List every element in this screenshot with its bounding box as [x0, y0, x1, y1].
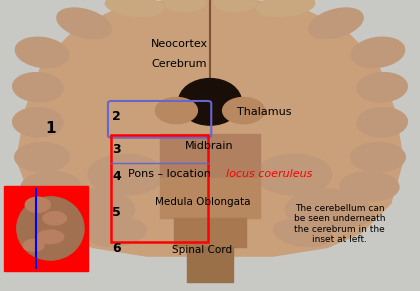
Ellipse shape: [37, 230, 64, 244]
Ellipse shape: [351, 143, 405, 172]
Ellipse shape: [164, 0, 206, 12]
Ellipse shape: [89, 219, 147, 246]
Text: Pons – location: Pons – location: [128, 169, 215, 179]
Ellipse shape: [357, 73, 407, 102]
Ellipse shape: [315, 199, 373, 226]
Text: locus coeruleus: locus coeruleus: [226, 169, 312, 179]
Ellipse shape: [256, 154, 332, 195]
Text: Midbrain: Midbrain: [185, 141, 234, 151]
Ellipse shape: [57, 8, 111, 38]
Ellipse shape: [15, 143, 69, 172]
Ellipse shape: [16, 37, 68, 68]
Ellipse shape: [309, 8, 363, 38]
Bar: [111, 135, 208, 242]
Ellipse shape: [25, 197, 50, 212]
Text: Neocortex: Neocortex: [151, 39, 208, 49]
Text: The cerebellum can
be seen underneath
the cerebrum in the
inset at left.: The cerebellum can be seen underneath th…: [294, 204, 386, 244]
Text: 5: 5: [113, 206, 121, 219]
Ellipse shape: [214, 0, 256, 12]
Bar: [187, 247, 233, 282]
Text: 4: 4: [113, 170, 121, 182]
Ellipse shape: [50, 189, 134, 230]
Ellipse shape: [155, 97, 197, 124]
Text: 2: 2: [113, 110, 121, 123]
Text: Cerebrum: Cerebrum: [151, 59, 207, 69]
Bar: [174, 218, 246, 247]
Text: 6: 6: [113, 242, 121, 255]
Ellipse shape: [223, 97, 265, 124]
Ellipse shape: [21, 172, 80, 201]
Ellipse shape: [17, 197, 84, 260]
Ellipse shape: [88, 154, 164, 195]
Ellipse shape: [257, 0, 315, 17]
Ellipse shape: [340, 172, 399, 201]
Polygon shape: [17, 0, 403, 256]
Ellipse shape: [178, 79, 242, 125]
Bar: [4, 186, 88, 271]
Ellipse shape: [357, 108, 407, 137]
Ellipse shape: [23, 239, 44, 251]
Text: Spinal Cord: Spinal Cord: [172, 245, 232, 255]
Text: 1: 1: [45, 120, 55, 136]
Text: 3: 3: [113, 143, 121, 156]
Ellipse shape: [13, 73, 63, 102]
Ellipse shape: [352, 37, 404, 68]
Bar: [160, 134, 260, 178]
Ellipse shape: [43, 212, 66, 225]
Text: Thalamus: Thalamus: [237, 107, 292, 117]
Ellipse shape: [105, 0, 163, 17]
Ellipse shape: [47, 199, 105, 226]
Ellipse shape: [286, 189, 370, 230]
Text: Medula Oblongata: Medula Oblongata: [155, 197, 251, 207]
Ellipse shape: [13, 108, 63, 137]
Bar: [160, 178, 260, 218]
Ellipse shape: [273, 219, 331, 246]
